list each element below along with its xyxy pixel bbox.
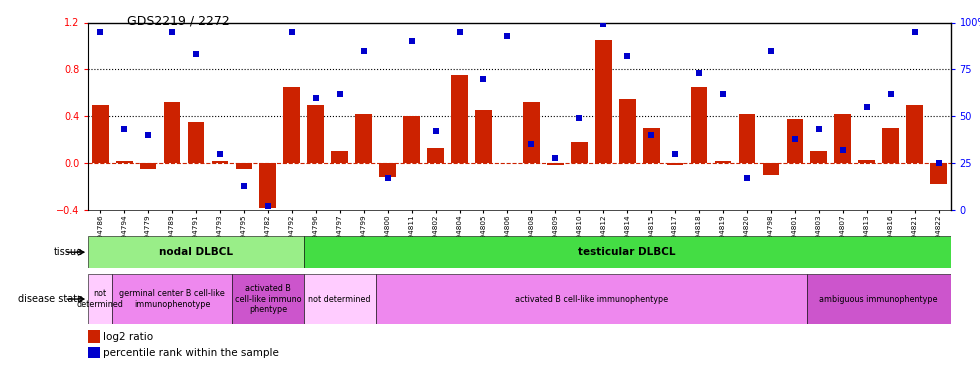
Point xyxy=(883,91,899,97)
Bar xyxy=(547,163,563,165)
Text: GDS2219 / 2272: GDS2219 / 2272 xyxy=(127,15,230,28)
Point xyxy=(452,29,467,35)
Bar xyxy=(356,114,372,163)
Bar xyxy=(475,110,492,163)
Point xyxy=(571,115,587,121)
Bar xyxy=(375,274,807,324)
Text: activated B
cell-like immuno
phentype: activated B cell-like immuno phentype xyxy=(234,284,301,314)
Point xyxy=(92,29,108,35)
Bar xyxy=(260,163,276,208)
Bar xyxy=(212,161,228,163)
Text: disease state: disease state xyxy=(19,294,83,304)
Bar xyxy=(834,114,852,163)
Point xyxy=(643,132,659,138)
Point xyxy=(715,91,731,97)
Text: log2 ratio: log2 ratio xyxy=(103,332,153,342)
Text: testicular DLBCL: testicular DLBCL xyxy=(578,247,676,257)
Bar xyxy=(643,128,660,163)
Point xyxy=(260,203,275,209)
Point xyxy=(667,151,683,157)
Point xyxy=(165,29,180,35)
Point xyxy=(284,29,300,35)
Point xyxy=(858,104,874,110)
Point xyxy=(523,141,539,147)
Bar xyxy=(331,152,348,163)
Point xyxy=(427,128,443,134)
Bar xyxy=(427,148,444,163)
Point xyxy=(404,38,419,44)
Point xyxy=(931,160,947,166)
Bar xyxy=(112,274,232,324)
Bar xyxy=(523,102,540,163)
Bar xyxy=(379,163,396,177)
Point xyxy=(811,126,827,132)
Bar xyxy=(283,87,300,163)
Text: not determined: not determined xyxy=(309,295,371,304)
Bar xyxy=(906,105,923,163)
Bar xyxy=(858,160,875,163)
Bar xyxy=(451,75,467,163)
Text: germinal center B cell-like
immunophenotype: germinal center B cell-like immunophenot… xyxy=(120,290,225,309)
Text: not
determined: not determined xyxy=(76,290,123,309)
Bar xyxy=(88,274,112,324)
Bar xyxy=(714,161,731,163)
Bar xyxy=(92,105,109,163)
Point xyxy=(906,29,922,35)
Bar xyxy=(116,161,132,163)
Bar xyxy=(807,274,951,324)
Bar xyxy=(762,163,779,175)
Point xyxy=(739,175,755,181)
Bar xyxy=(618,99,636,163)
Point xyxy=(117,126,132,132)
Bar xyxy=(140,163,157,169)
Bar xyxy=(666,163,683,165)
Bar xyxy=(164,102,180,163)
Point xyxy=(691,70,707,76)
Point xyxy=(212,151,227,157)
Bar xyxy=(691,87,708,163)
Text: tissue: tissue xyxy=(54,247,83,257)
Bar xyxy=(787,118,804,163)
Point xyxy=(475,76,491,82)
Point xyxy=(619,53,635,59)
Point xyxy=(787,136,803,142)
Bar xyxy=(571,142,588,163)
Bar xyxy=(403,116,420,163)
Bar xyxy=(232,274,304,324)
Point xyxy=(596,21,612,27)
Point xyxy=(308,94,323,100)
Bar xyxy=(88,236,304,268)
Bar xyxy=(187,122,205,163)
Text: percentile rank within the sample: percentile rank within the sample xyxy=(103,348,278,357)
Bar xyxy=(930,163,947,184)
Bar xyxy=(304,236,951,268)
Text: nodal DLBCL: nodal DLBCL xyxy=(159,247,233,257)
Bar xyxy=(235,163,252,169)
Point xyxy=(763,48,779,54)
Bar xyxy=(308,105,324,163)
Point xyxy=(380,175,396,181)
Bar xyxy=(739,114,756,163)
Point xyxy=(835,147,851,153)
Bar xyxy=(810,152,827,163)
Point xyxy=(188,51,204,57)
Bar xyxy=(882,128,899,163)
Point xyxy=(140,132,156,138)
Point xyxy=(236,183,252,189)
Bar xyxy=(595,40,612,163)
Point xyxy=(332,91,348,97)
Point xyxy=(548,154,564,160)
Text: ambiguous immunophentype: ambiguous immunophentype xyxy=(819,295,938,304)
Bar xyxy=(304,274,375,324)
Text: activated B cell-like immunophentype: activated B cell-like immunophentype xyxy=(514,295,667,304)
Point xyxy=(500,33,515,39)
Point xyxy=(356,48,371,54)
